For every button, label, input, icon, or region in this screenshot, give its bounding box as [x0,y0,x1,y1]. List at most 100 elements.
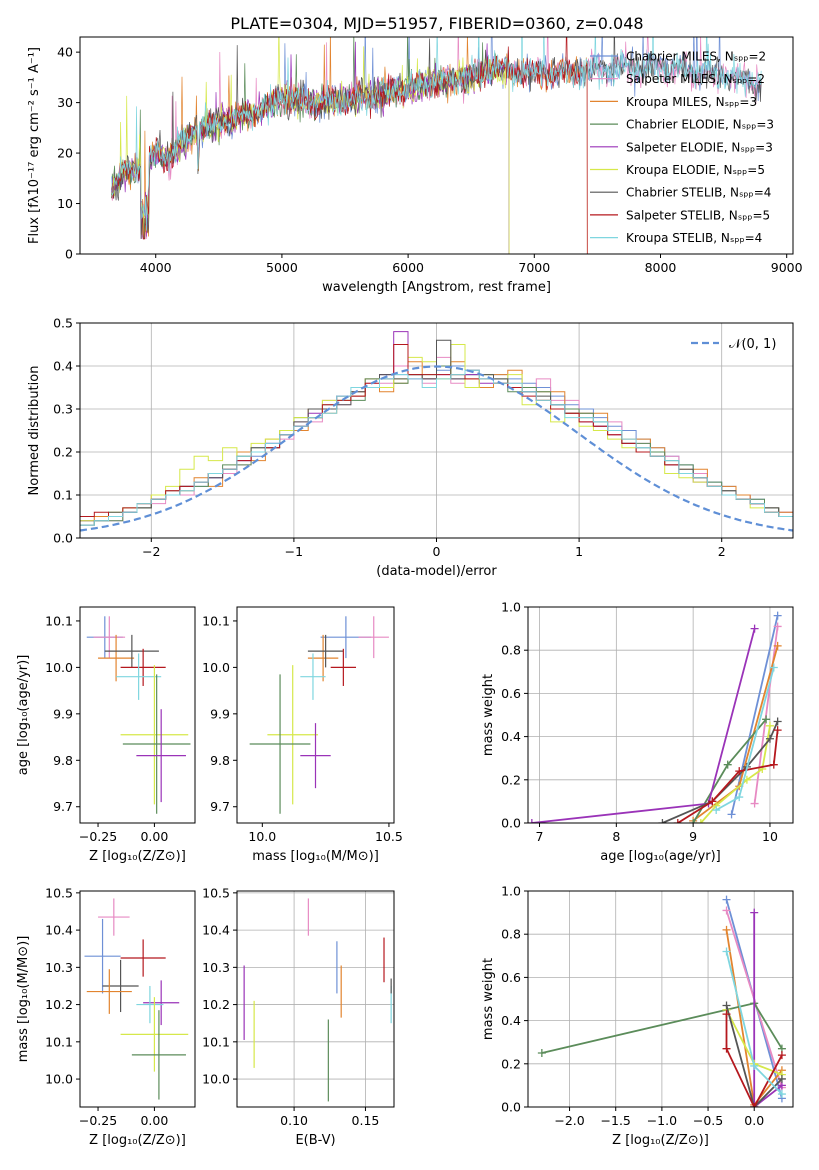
axes-frame [79,36,794,255]
axes-frame [236,890,395,1108]
x-tick-label: 2 [718,544,726,559]
plot-area [80,331,793,538]
weight-point-marker [689,819,698,823]
y-tick-label: 0.0 [501,1100,521,1115]
legend-entry: Salpeter ELODIE, Nₛₚₚ=3 [626,140,773,154]
x-axis-label: mass [log₁₀(M/M⊙)] [252,849,379,864]
figure-title: PLATE=0304, MJD=51957, FIBERID=0360, z=0… [230,14,643,33]
x-tick-label: 4000 [140,260,172,275]
y-tick-label: 9.7 [210,799,230,814]
y-axis-label: age [log₁₀(age/yr)] [16,655,31,776]
plot-area [84,898,189,1100]
y-axis-label: mass weight [481,674,496,756]
y-tick-label: 0.5 [53,316,73,331]
x-tick-label: −0.5 [693,1113,723,1128]
error-bar-point [330,648,357,686]
y-tick-label: 9.9 [210,706,230,721]
y-tick-label: 10.1 [202,613,230,628]
error-bar-point [84,918,121,994]
spectrum-series-line [111,37,762,231]
y-tick-label: 10.4 [202,923,230,938]
y-tick-label: 0 [65,247,73,262]
x-axis-label: wavelength [Angstrom, rest frame] [322,280,551,295]
weight-point-marker [722,925,731,934]
weight-point-marker [773,641,782,650]
y-tick-label: 0.8 [501,927,521,942]
error-bar-point [122,674,191,814]
weight-point-marker [722,947,731,956]
plot-area [86,616,191,814]
axes-frame [79,890,196,1108]
plot-area [111,37,762,254]
y-tick-label: 30 [57,95,73,110]
x-axis-label: Z [log₁₀(Z/Z⊙)] [89,849,186,864]
spectrum-legend: Chabrier MILES, Nₛₚₚ=2 Salpeter MILES, Nₛ… [590,50,774,245]
y-tick-label: 0.1 [53,488,73,503]
weight-point-marker [658,819,667,823]
error-bar-point [120,997,189,1072]
weight-point-marker [722,906,731,915]
weight-point-marker [528,819,536,823]
legend-entry: Chabrier ELODIE, Nₛₚₚ=3 [626,118,774,132]
legend-entry: Kroupa STELIB, Nₛₚₚ=4 [626,231,762,245]
mass-vs-metallicity-panel: −0.25 0.00 10.0 10.1 10.2 10.3 10.4 10.5 Z [log₁… [16,885,196,1148]
error-bar-point [307,634,344,668]
error-bar-point [358,616,389,659]
error-bar-point [136,985,164,1024]
weight-point-marker [773,622,782,631]
weight-point-marker [769,663,778,672]
y-tick-label: 10.0 [45,1072,73,1087]
age-vs-mass-panel: 10.0 10.5 9.7 9.8 9.9 10.0 10.1 mass [log₁₀(M/M… [202,606,403,864]
y-tick-label: 20 [57,146,73,161]
weight-point-marker [722,1010,731,1019]
x-tick-label: 0.0 [744,1113,764,1128]
x-tick-label: 10.5 [375,829,403,844]
y-tick-label: 0.4 [501,1013,521,1028]
y-tick-label: 0.0 [53,531,73,546]
error-bar-point [102,959,139,1013]
error-bar-point [249,674,311,814]
y-tick-label: 0.8 [501,643,521,658]
y-axis-label: Flux [fλ10⁻¹⁷ erg cm⁻² s⁻¹ A⁻¹] [27,47,42,244]
y-tick-label: 0.4 [501,729,521,744]
y-tick-label: 10.0 [202,1072,230,1087]
axes-frame [236,606,395,824]
weight-point-marker [777,1051,786,1060]
weight-vs-metallicity-panel: −2.0 −1.5 −1.0 −0.5 0.0 0.0 0.2 0.4 0.6 0.8 1.0 Z [… [481,884,794,1148]
weight-point-marker [727,810,736,819]
weight-point-marker [773,726,782,735]
residuals-panel: −2 −1 0 1 2 0.0 0.1 0.2 0.3 0.4 0.5 (data-model)/er… [27,316,794,579]
weight-series-line [730,615,779,815]
x-tick-label: 9000 [771,260,803,275]
y-tick-label: 10.1 [45,1034,73,1049]
error-bar-point [136,709,186,803]
weight-point-marker [762,715,771,724]
gaussian-curve [80,365,793,532]
plot-area [528,611,782,823]
error-bar-point [300,653,326,700]
y-tick-label: 10.0 [202,660,230,675]
y-tick-label: 1.0 [501,600,521,615]
axes-frame [527,890,794,1108]
weight-point-marker [777,1074,786,1083]
x-tick-label: 0.15 [352,1113,380,1128]
error-bar-point [116,653,162,700]
x-tick-label: −0.25 [79,829,117,844]
x-axis-label: (data-model)/error [376,564,497,579]
weight-point-marker [708,797,717,806]
weight-point-marker [722,895,731,904]
x-tick-label: 0.10 [280,1113,308,1128]
x-tick-label: 9 [689,829,697,844]
x-tick-label: −1 [285,544,303,559]
weight-vs-age-panel: 7 8 9 10 0.0 0.2 0.4 0.6 0.8 1.0 age [log₁₀(age/yr… [481,600,794,864]
weight-point-marker [723,760,732,769]
legend-entry: Salpeter STELIB, Nₛₚₚ=5 [626,208,770,222]
y-tick-label: 10.5 [202,885,230,900]
y-axis-label: mass [log₁₀(M/M⊙)] [16,936,31,1063]
weight-point-marker [750,624,759,633]
x-tick-label: −2 [142,544,160,559]
weight-point-marker [696,819,705,823]
error-bar-point [267,665,319,805]
error-bar-point [120,648,166,686]
